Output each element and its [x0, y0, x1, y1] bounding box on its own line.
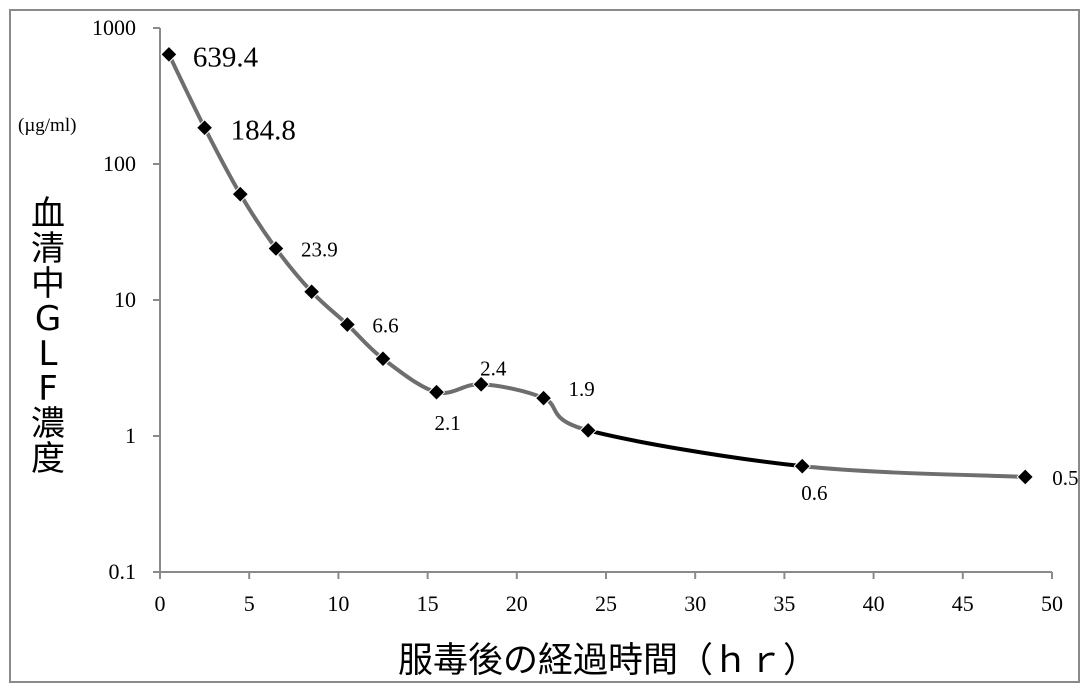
series-lines [166, 52, 1028, 479]
data-label: 23.9 [301, 238, 338, 262]
data-point-marker [1016, 468, 1034, 486]
y-title-char: 度 [31, 439, 65, 479]
data-point-marker [374, 350, 392, 368]
y-tick-label: 1 [125, 423, 136, 448]
data-point-marker [302, 283, 321, 301]
data-point-marker [472, 375, 490, 393]
data-point-marker [338, 315, 357, 334]
series-line-segment [381, 356, 439, 395]
x-tick-label: 30 [684, 591, 706, 616]
data-labels: 639.4 184.8 23.9 6.6 2.1 2.4 1.9 0.6 0.5 [193, 41, 1079, 505]
x-tick-label: 10 [327, 591, 349, 616]
x-ticks: 0 5 10 15 20 25 30 35 40 45 50 [155, 572, 1063, 616]
x-tick-label: 50 [1041, 591, 1063, 616]
y-tick-label: 1000 [92, 15, 136, 40]
y-unit-label: (µg/ml) [18, 115, 76, 136]
data-point-marker [579, 421, 597, 440]
series-markers [160, 45, 1034, 486]
data-point-marker [195, 119, 214, 137]
y-title-char: 血 [31, 194, 65, 234]
data-label: 0.5 [1052, 466, 1078, 490]
series-line-segment [800, 464, 1028, 479]
y-title-char: 濃 [31, 404, 65, 444]
y-tick-label: 10 [114, 287, 136, 312]
x-tick-label: 0 [155, 591, 166, 616]
data-point-marker [793, 457, 811, 475]
x-tick-label: 25 [595, 591, 617, 616]
y-title-char: F [38, 369, 58, 409]
series-line-segment [238, 192, 278, 251]
data-point-marker [160, 45, 178, 64]
series-line-segment [541, 396, 591, 433]
data-label: 2.4 [480, 356, 507, 380]
data-label: 2.1 [435, 411, 461, 435]
data-label: 6.6 [372, 314, 398, 338]
y-title-char: G [35, 299, 61, 339]
data-label: 1.9 [569, 377, 595, 401]
x-tick-label: 40 [863, 591, 885, 616]
y-title-char: 清 [31, 229, 65, 269]
y-tick-label: 0.1 [109, 559, 137, 584]
x-tick-label: 35 [773, 591, 795, 616]
data-label: 0.6 [801, 481, 827, 505]
data-point-marker [427, 383, 446, 401]
y-ticks: 0.1 1 10 100 1000 [92, 15, 160, 584]
data-label: 639.4 [193, 41, 259, 73]
chart-frame [9, 9, 1080, 683]
data-point-marker [267, 239, 285, 258]
y-title-char: L [39, 334, 58, 374]
x-tick-label: 15 [417, 591, 439, 616]
x-tick-label: 45 [952, 591, 974, 616]
x-axis-title: 服毒後の経過時間（ｈｒ） [398, 641, 818, 681]
y-tick-label: 100 [103, 151, 136, 176]
series-line-segment [202, 125, 243, 197]
series-line-segment [479, 382, 546, 401]
x-tick-label: 20 [506, 591, 528, 616]
series-line-segment [586, 428, 805, 469]
series-line-segment [309, 289, 350, 327]
x-tick-label: 5 [244, 591, 255, 616]
data-point-marker [231, 185, 249, 203]
data-label: 184.8 [231, 115, 296, 147]
y-title-char: 中 [31, 264, 65, 304]
data-point-marker [534, 389, 553, 407]
